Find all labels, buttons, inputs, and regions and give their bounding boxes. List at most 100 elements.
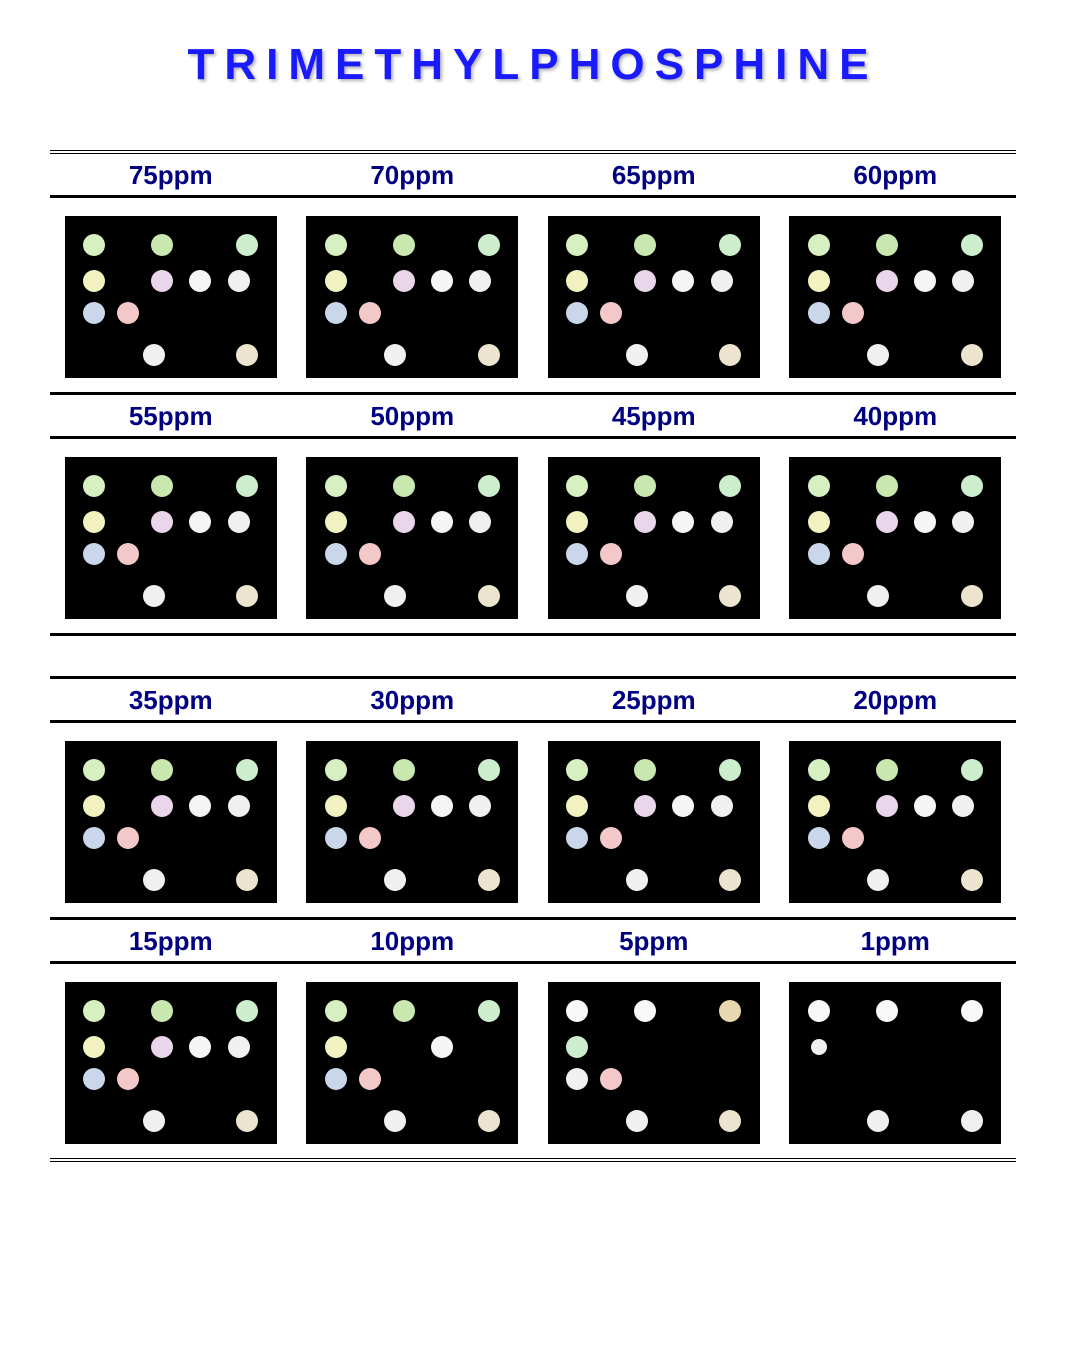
sensor-dot xyxy=(325,475,347,497)
rule-double xyxy=(50,1158,1016,1162)
sensor-panel xyxy=(306,982,518,1144)
sensor-dot xyxy=(876,270,898,292)
sensor-dot xyxy=(952,795,974,817)
sensor-dot xyxy=(914,795,936,817)
ppm-label: 10ppm xyxy=(292,926,534,957)
sensor-dot xyxy=(236,234,258,256)
sensor-dot xyxy=(566,511,588,533)
sensor-dot xyxy=(431,795,453,817)
sensor-dot xyxy=(566,1000,588,1022)
sensor-dot xyxy=(719,475,741,497)
sensor-dot xyxy=(393,795,415,817)
sensor-dot xyxy=(83,795,105,817)
sensor-dot xyxy=(634,475,656,497)
sensor-dot xyxy=(952,511,974,533)
sensor-dot xyxy=(711,795,733,817)
sensor-dot xyxy=(626,1110,648,1132)
sensor-dot xyxy=(469,511,491,533)
sensor-dot xyxy=(478,585,500,607)
sensor-panel xyxy=(306,216,518,378)
sensor-dot xyxy=(228,511,250,533)
sensor-dot xyxy=(83,827,105,849)
sensor-dot xyxy=(672,795,694,817)
panels-row xyxy=(50,198,1016,392)
panels-row xyxy=(50,723,1016,917)
sensor-dot xyxy=(719,585,741,607)
sensor-dot xyxy=(876,759,898,781)
sensor-panel xyxy=(789,216,1001,378)
sensor-dot xyxy=(236,1110,258,1132)
sensor-dot xyxy=(600,1068,622,1090)
sensor-dot xyxy=(359,1068,381,1090)
ppm-label: 25ppm xyxy=(533,685,775,716)
sensor-dot xyxy=(117,302,139,324)
sensor-dot xyxy=(384,1110,406,1132)
sensor-dot xyxy=(478,234,500,256)
content-container: 75ppm70ppm65ppm60ppm 55ppm50ppm45ppm40ppm… xyxy=(50,150,1016,1162)
sensor-dot xyxy=(325,795,347,817)
ppm-label: 45ppm xyxy=(533,401,775,432)
sensor-dot xyxy=(325,270,347,292)
sensor-dot xyxy=(393,759,415,781)
sensor-dot xyxy=(236,344,258,366)
panel-wrapper xyxy=(533,982,775,1144)
panel-wrapper xyxy=(292,457,534,619)
sensor-dot xyxy=(634,511,656,533)
ppm-label: 1ppm xyxy=(775,926,1017,957)
ppm-label: 40ppm xyxy=(775,401,1017,432)
sensor-dot xyxy=(431,511,453,533)
panel-wrapper xyxy=(292,982,534,1144)
sensor-dot xyxy=(151,475,173,497)
sensor-dot xyxy=(83,1036,105,1058)
sensor-dot xyxy=(151,759,173,781)
sensor-dot xyxy=(325,302,347,324)
sensor-dot xyxy=(867,1110,889,1132)
sensor-dot xyxy=(151,1036,173,1058)
sensor-dot xyxy=(143,869,165,891)
sensor-dot xyxy=(876,1000,898,1022)
sensor-panel xyxy=(548,982,760,1144)
sensor-panel xyxy=(789,982,1001,1144)
sensor-dot xyxy=(236,475,258,497)
sensor-dot xyxy=(236,759,258,781)
sensor-dot xyxy=(236,585,258,607)
ppm-label: 60ppm xyxy=(775,160,1017,191)
sensor-dot xyxy=(711,270,733,292)
panel-wrapper xyxy=(50,982,292,1144)
sensor-dot xyxy=(83,1068,105,1090)
sensor-dot xyxy=(867,869,889,891)
sensor-dot xyxy=(393,475,415,497)
ppm-label: 15ppm xyxy=(50,926,292,957)
sensor-dot xyxy=(914,270,936,292)
sensor-dot xyxy=(842,827,864,849)
sensor-dot xyxy=(478,344,500,366)
labels-row: 15ppm10ppm5ppm1ppm xyxy=(50,920,1016,961)
sensor-dot xyxy=(876,795,898,817)
panel-group: 35ppm30ppm25ppm20ppm 15ppm10ppm5ppm1ppm xyxy=(50,676,1016,1162)
sensor-panel xyxy=(65,982,277,1144)
sensor-dot xyxy=(359,302,381,324)
sensor-dot xyxy=(566,795,588,817)
sensor-dot xyxy=(808,795,830,817)
panel-wrapper xyxy=(533,741,775,903)
sensor-dot xyxy=(876,234,898,256)
sensor-dot xyxy=(808,302,830,324)
sensor-dot xyxy=(876,475,898,497)
sensor-dot xyxy=(566,827,588,849)
labels-row: 55ppm50ppm45ppm40ppm xyxy=(50,395,1016,436)
sensor-dot xyxy=(431,1036,453,1058)
panel-wrapper xyxy=(292,216,534,378)
sensor-dot xyxy=(83,511,105,533)
sensor-dot xyxy=(151,511,173,533)
sensor-dot xyxy=(867,344,889,366)
sensor-dot xyxy=(961,585,983,607)
labels-row: 35ppm30ppm25ppm20ppm xyxy=(50,679,1016,720)
sensor-dot xyxy=(384,585,406,607)
panels-row xyxy=(50,964,1016,1158)
sensor-dot xyxy=(325,827,347,849)
sensor-dot xyxy=(478,759,500,781)
panel-wrapper xyxy=(775,457,1017,619)
sensor-dot xyxy=(117,827,139,849)
sensor-dot xyxy=(228,1036,250,1058)
labels-row: 75ppm70ppm65ppm60ppm xyxy=(50,154,1016,195)
